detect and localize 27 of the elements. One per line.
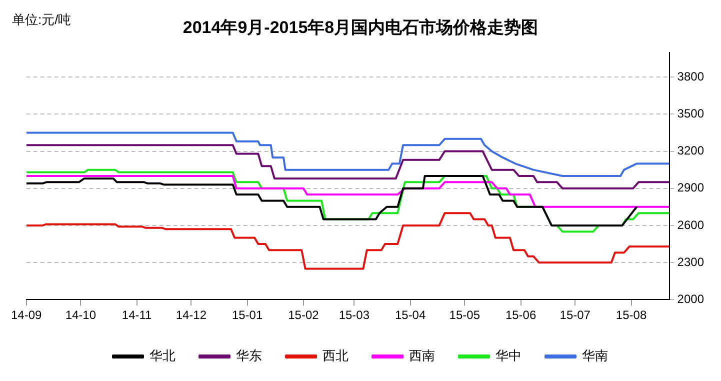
text: 单位:元/吨	[12, 12, 72, 28]
legend-label: 华东	[236, 348, 262, 364]
x-tick-label: 15-04	[394, 308, 426, 322]
legend-label: 西北	[322, 348, 348, 364]
x-tick-label: 14-09	[10, 308, 42, 322]
x-tick-label: 14-11	[122, 308, 152, 322]
x-tick-label: 15-06	[505, 308, 536, 322]
y-tick-label: 2600	[677, 218, 704, 232]
x-tick-label: 15-07	[560, 308, 591, 322]
x-tick-label: 15-05	[449, 308, 480, 322]
legend-label: 华南	[582, 348, 608, 364]
y-tick-label: 3500	[677, 106, 704, 121]
legend-label: 华中	[496, 348, 522, 364]
x-tick-label: 15-02	[288, 308, 320, 322]
y-tick-label: 2000	[677, 292, 704, 306]
y-tick-label: 3200	[677, 144, 704, 158]
x-tick-label: 14-12	[176, 308, 207, 322]
y-tick-label: 2900	[677, 180, 704, 195]
legend-label: 华北	[150, 348, 176, 364]
y-tick-label: 2300	[677, 254, 704, 269]
chart-title: 2014年9月-2015年8月国内电石市场价格走势图	[182, 18, 538, 37]
x-tick-label: 15-08	[616, 308, 647, 322]
legend-label: 西南	[409, 348, 435, 364]
x-tick-label: 14-10	[65, 308, 96, 322]
x-tick-label: 15-03	[338, 308, 370, 322]
x-tick-label: 15-01	[232, 308, 263, 322]
y-tick-label: 3800	[677, 69, 704, 84]
